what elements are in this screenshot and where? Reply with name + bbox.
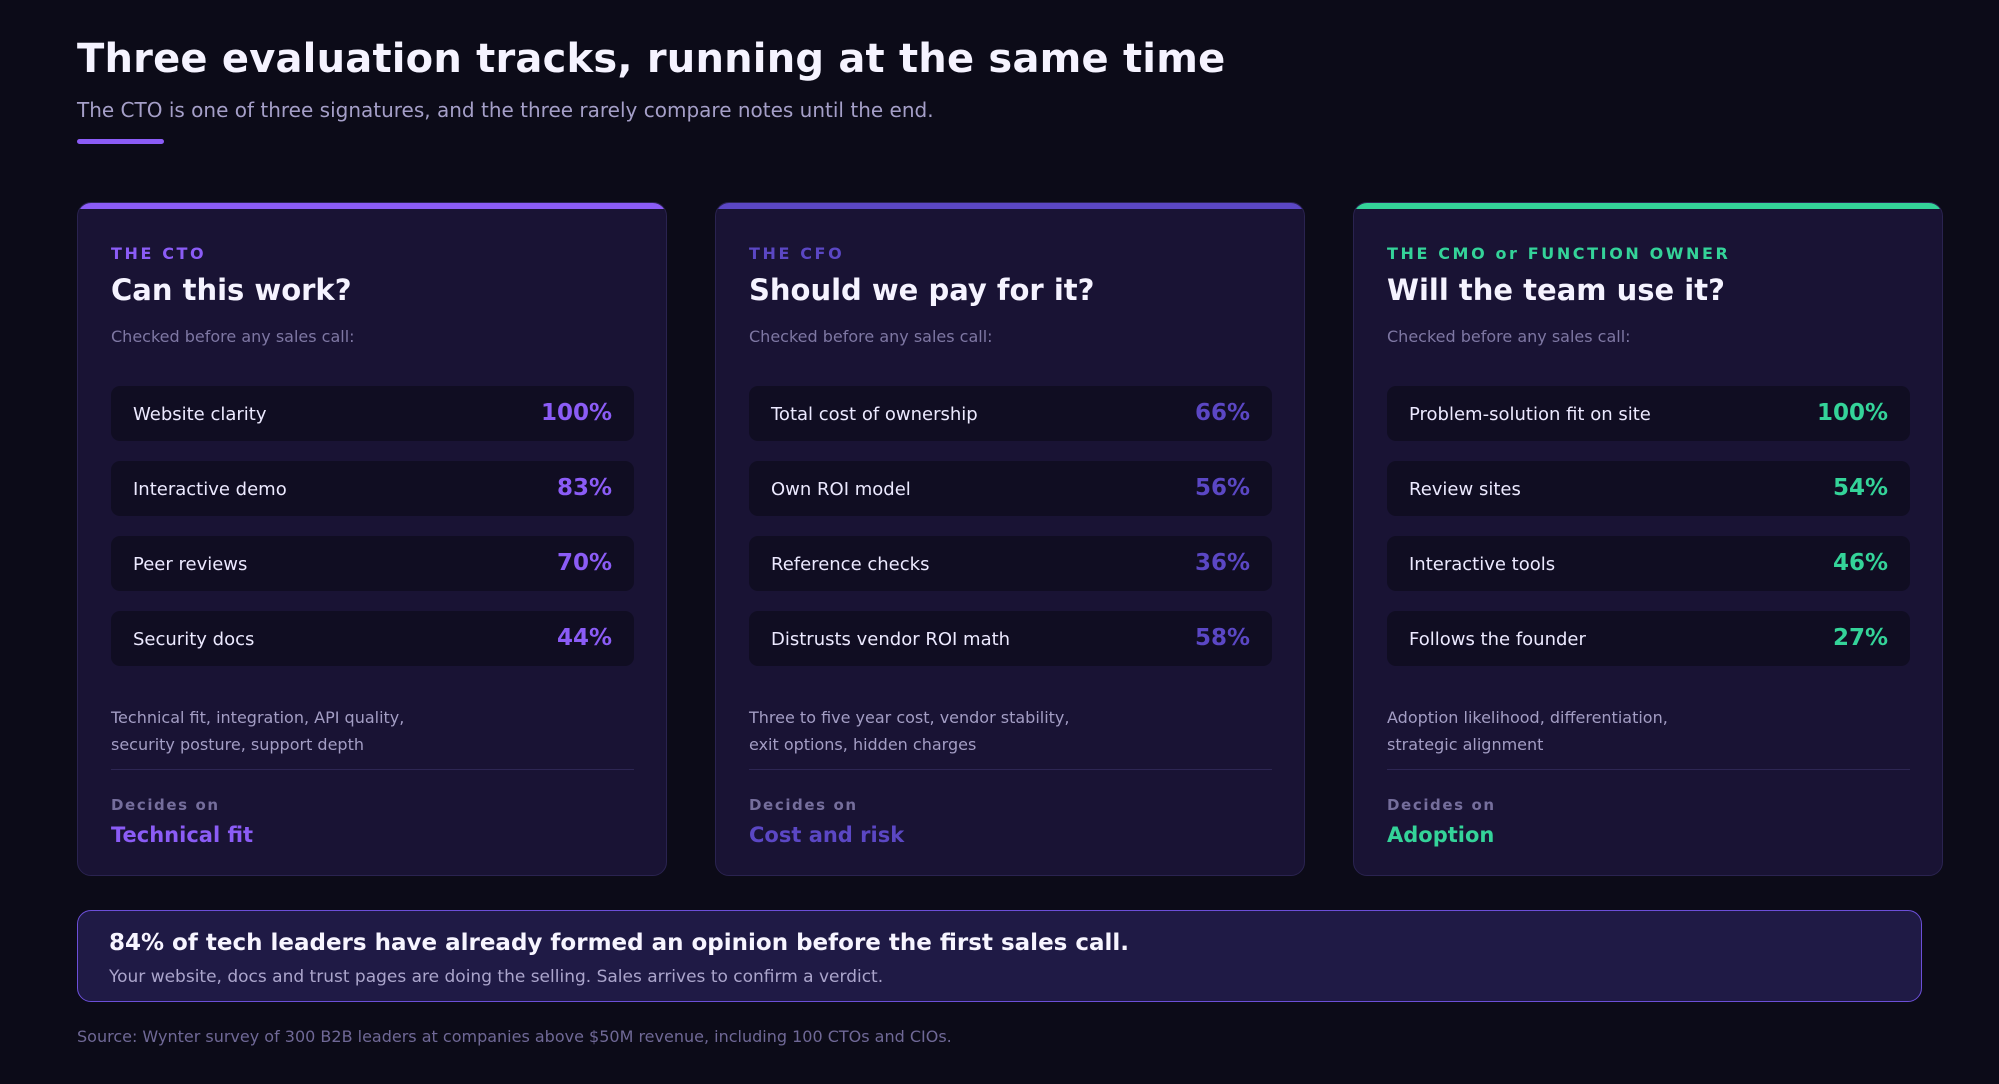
- metric-row: Website clarity 100%: [111, 386, 634, 441]
- metric-value: 36%: [1194, 550, 1250, 576]
- metric-value: 44%: [556, 625, 612, 651]
- card-description-line: exit options, hidden charges: [749, 735, 977, 754]
- metric-value: 58%: [1194, 625, 1250, 651]
- card-question: Will the team use it?: [1387, 273, 1725, 307]
- metric-value: 83%: [556, 475, 612, 501]
- card-checked-label: Checked before any sales call:: [111, 327, 355, 346]
- metric-row: Interactive demo 83%: [111, 461, 634, 516]
- card-cfo: THE CFO Should we pay for it? Checked be…: [715, 202, 1305, 876]
- card-description-line: Three to five year cost, vendor stabilit…: [749, 708, 1070, 727]
- card-kicker: THE CTO: [111, 244, 207, 263]
- page-subtitle: The CTO is one of three signatures, and …: [77, 98, 934, 122]
- metric-label: Interactive tools: [1409, 554, 1556, 575]
- metric-list: Total cost of ownership 66% Own ROI mode…: [749, 386, 1272, 686]
- metric-row: Reference checks 36%: [749, 536, 1272, 591]
- metric-value: 54%: [1832, 475, 1888, 501]
- metric-list: Problem-solution fit on site 100% Review…: [1387, 386, 1910, 686]
- card-description-line: strategic alignment: [1387, 735, 1544, 754]
- metric-row: Security docs 44%: [111, 611, 634, 666]
- card-description: Adoption likelihood, differentiation, st…: [1387, 704, 1668, 758]
- title-underline: [77, 139, 164, 144]
- key-stat-callout: 84% of tech leaders have already formed …: [77, 910, 1922, 1002]
- metric-label: Distrusts vendor ROI math: [771, 629, 1011, 650]
- metric-label: Total cost of ownership: [771, 404, 978, 425]
- decides-on-label: Decides on: [111, 796, 220, 814]
- card-checked-label: Checked before any sales call:: [749, 327, 993, 346]
- card-accent-bar: [1354, 203, 1942, 209]
- metric-label: Website clarity: [133, 404, 267, 425]
- metric-value: 70%: [556, 550, 612, 576]
- callout-headline: 84% of tech leaders have already formed …: [109, 930, 1130, 956]
- card-divider: [749, 769, 1272, 770]
- callout-body: Your website, docs and trust pages are d…: [109, 967, 884, 987]
- card-accent-bar: [716, 203, 1304, 209]
- metric-row: Interactive tools 46%: [1387, 536, 1910, 591]
- card-description-line: security posture, support depth: [111, 735, 364, 754]
- page-title: Three evaluation tracks, running at the …: [77, 36, 1226, 82]
- source-note: Source: Wynter survey of 300 B2B leaders…: [77, 1027, 952, 1046]
- card-accent-bar: [78, 203, 666, 209]
- card-question: Should we pay for it?: [749, 273, 1095, 307]
- card-kicker: THE CMO or FUNCTION OWNER: [1387, 244, 1731, 263]
- metric-value: 66%: [1194, 400, 1250, 426]
- card-cmo: THE CMO or FUNCTION OWNER Will the team …: [1353, 202, 1943, 876]
- metric-row: Own ROI model 56%: [749, 461, 1272, 516]
- metric-row: Peer reviews 70%: [111, 536, 634, 591]
- metric-value: 46%: [1832, 550, 1888, 576]
- metric-value: 56%: [1194, 475, 1250, 501]
- card-divider: [111, 769, 634, 770]
- decides-on-value: Cost and risk: [749, 823, 905, 847]
- metric-value: 100%: [1816, 400, 1888, 426]
- decides-on-value: Technical fit: [111, 823, 254, 847]
- metric-label: Security docs: [133, 629, 255, 650]
- metric-row: Distrusts vendor ROI math 58%: [749, 611, 1272, 666]
- metric-value: 100%: [540, 400, 612, 426]
- metric-label: Interactive demo: [133, 479, 287, 500]
- decides-on-label: Decides on: [1387, 796, 1496, 814]
- metric-label: Peer reviews: [133, 554, 248, 575]
- metric-label: Reference checks: [771, 554, 930, 575]
- metric-row: Problem-solution fit on site 100%: [1387, 386, 1910, 441]
- metric-label: Review sites: [1409, 479, 1521, 500]
- card-cto: THE CTO Can this work? Checked before an…: [77, 202, 667, 876]
- card-kicker: THE CFO: [749, 244, 845, 263]
- metric-value: 27%: [1832, 625, 1888, 651]
- metric-label: Own ROI model: [771, 479, 911, 500]
- card-description-line: Adoption likelihood, differentiation,: [1387, 708, 1668, 727]
- metric-row: Review sites 54%: [1387, 461, 1910, 516]
- decides-on-value: Adoption: [1387, 823, 1495, 847]
- card-checked-label: Checked before any sales call:: [1387, 327, 1631, 346]
- card-question: Can this work?: [111, 273, 352, 307]
- card-description-line: Technical fit, integration, API quality,: [111, 708, 405, 727]
- decides-on-label: Decides on: [749, 796, 858, 814]
- metric-label: Problem-solution fit on site: [1409, 404, 1651, 425]
- metric-row: Follows the founder 27%: [1387, 611, 1910, 666]
- metric-label: Follows the founder: [1409, 629, 1586, 650]
- metric-row: Total cost of ownership 66%: [749, 386, 1272, 441]
- card-description: Three to five year cost, vendor stabilit…: [749, 704, 1069, 758]
- card-description: Technical fit, integration, API quality,…: [111, 704, 404, 758]
- card-divider: [1387, 769, 1910, 770]
- metric-list: Website clarity 100% Interactive demo 83…: [111, 386, 634, 686]
